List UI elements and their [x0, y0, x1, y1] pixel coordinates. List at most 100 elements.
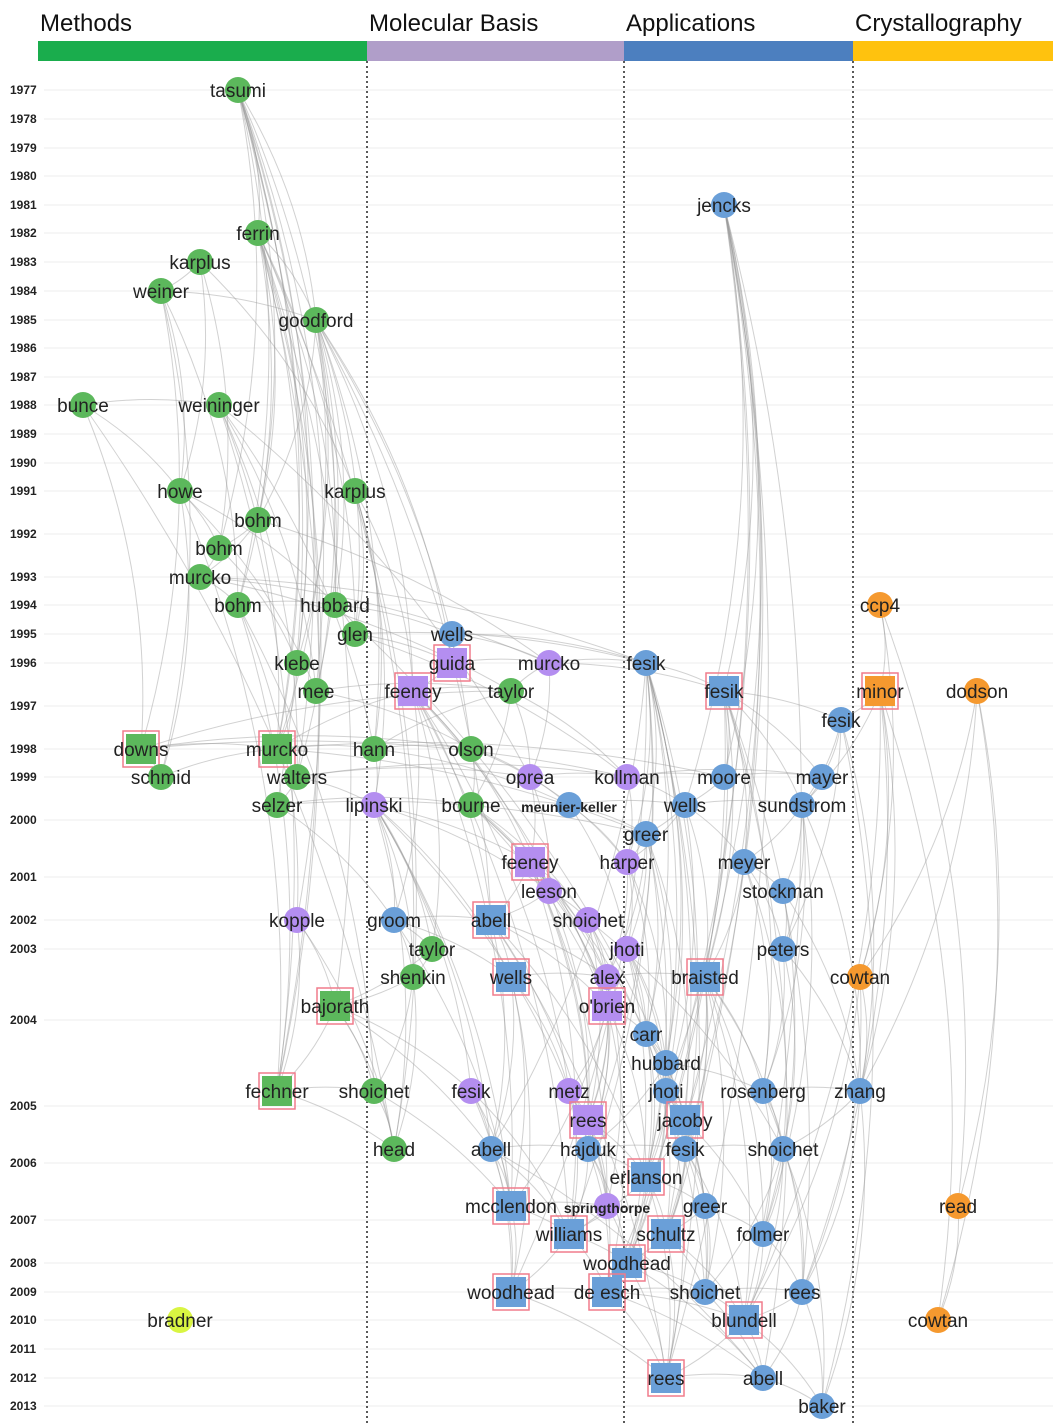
node-circle-meunier[interactable]: [556, 792, 582, 818]
node-circle-weiner[interactable]: [148, 278, 174, 304]
node-square-feeney97[interactable]: [398, 676, 428, 706]
node-circle-klebe[interactable]: [284, 650, 310, 676]
node-square-schultz[interactable]: [651, 1219, 681, 1249]
node-circle-oprea[interactable]: [517, 764, 543, 790]
node-circle-read[interactable]: [945, 1193, 971, 1219]
node-circle-kopple[interactable]: [284, 907, 310, 933]
node-circle-jencks[interactable]: [711, 192, 737, 218]
node-circle-ccp4[interactable]: [867, 592, 893, 618]
node-square-fesik97[interactable]: [709, 676, 739, 706]
node-circle-hajduk[interactable]: [575, 1136, 601, 1162]
node-circle-bourne[interactable]: [458, 792, 484, 818]
node-circle-rosenberg[interactable]: [750, 1078, 776, 1104]
node-circle-kollman[interactable]: [614, 764, 640, 790]
node-square-bajorath[interactable]: [320, 991, 350, 1021]
node-circle-stockman[interactable]: [770, 878, 796, 904]
node-square-woodhead08[interactable]: [612, 1248, 642, 1278]
node-square-erlanson[interactable]: [631, 1162, 661, 1192]
node-square-mcclendon[interactable]: [496, 1191, 526, 1221]
node-square-minor[interactable]: [865, 676, 895, 706]
node-circle-baker[interactable]: [809, 1393, 835, 1419]
node-circle-fesik97b[interactable]: [828, 707, 854, 733]
node-circle-murcko93[interactable]: [187, 564, 213, 590]
node-circle-jhoti03[interactable]: [614, 936, 640, 962]
node-circle-bradner[interactable]: [167, 1307, 193, 1333]
node-circle-folmer[interactable]: [750, 1221, 776, 1247]
node-circle-ferrin[interactable]: [245, 220, 271, 246]
node-square-obrien[interactable]: [592, 991, 622, 1021]
node-circle-hann[interactable]: [361, 736, 387, 762]
node-circle-howe[interactable]: [167, 478, 193, 504]
node-circle-tasumi[interactable]: [225, 77, 251, 103]
node-circle-metz[interactable]: [556, 1078, 582, 1104]
node-square-rees05[interactable]: [573, 1105, 603, 1135]
node-square-rees12[interactable]: [651, 1363, 681, 1393]
node-square-blundell[interactable]: [729, 1305, 759, 1335]
node-circle-greer07[interactable]: [692, 1193, 718, 1219]
node-circle-olson[interactable]: [458, 736, 484, 762]
node-circle-fesik05m[interactable]: [458, 1078, 484, 1104]
node-circle-shoichet06[interactable]: [770, 1136, 796, 1162]
node-circle-shenkin[interactable]: [400, 964, 426, 990]
node-circle-cowtan03[interactable]: [847, 964, 873, 990]
node-circle-hubbard94[interactable]: [322, 592, 348, 618]
node-circle-lipinski[interactable]: [361, 792, 387, 818]
node-circle-moore[interactable]: [711, 764, 737, 790]
node-circle-wells99[interactable]: [672, 792, 698, 818]
node-circle-hubbard04[interactable]: [653, 1050, 679, 1076]
node-square-jacoby[interactable]: [670, 1105, 700, 1135]
node-square-guida[interactable]: [437, 648, 467, 678]
node-square-deesch[interactable]: [592, 1277, 622, 1307]
node-circle-groom[interactable]: [381, 907, 407, 933]
node-circle-cowtan10[interactable]: [925, 1307, 951, 1333]
node-circle-meyer[interactable]: [731, 849, 757, 875]
node-circle-bunce[interactable]: [70, 392, 96, 418]
node-square-abell02[interactable]: [476, 905, 506, 935]
node-square-braisted[interactable]: [690, 962, 720, 992]
node-square-wells03[interactable]: [496, 962, 526, 992]
node-circle-wells95[interactable]: [439, 621, 465, 647]
node-square-woodhead09[interactable]: [496, 1277, 526, 1307]
node-circle-greer00[interactable]: [633, 821, 659, 847]
node-square-feeney01[interactable]: [515, 847, 545, 877]
node-circle-fesik96[interactable]: [633, 650, 659, 676]
node-circle-mayer[interactable]: [809, 764, 835, 790]
node-circle-karplus91[interactable]: [342, 478, 368, 504]
node-circle-walters[interactable]: [284, 764, 310, 790]
node-circle-shoichet02[interactable]: [575, 907, 601, 933]
node-circle-head[interactable]: [381, 1136, 407, 1162]
node-circle-bohm92a[interactable]: [245, 507, 271, 533]
node-circle-leeson[interactable]: [536, 878, 562, 904]
node-circle-glen[interactable]: [342, 621, 368, 647]
node-circle-zhang[interactable]: [847, 1078, 873, 1104]
node-square-murcko98[interactable]: [262, 734, 292, 764]
node-circle-jhoti05[interactable]: [653, 1078, 679, 1104]
node-square-williams[interactable]: [554, 1219, 584, 1249]
node-circle-shoichet09[interactable]: [692, 1279, 718, 1305]
node-circle-abell06[interactable]: [478, 1136, 504, 1162]
node-circle-murcko96[interactable]: [536, 650, 562, 676]
node-circle-goodford[interactable]: [303, 307, 329, 333]
node-circle-bohm92b[interactable]: [206, 535, 232, 561]
node-circle-karplus83[interactable]: [187, 249, 213, 275]
node-circle-abell12[interactable]: [750, 1365, 776, 1391]
node-circle-fesik06[interactable]: [672, 1136, 698, 1162]
node-circle-springthorpe[interactable]: [594, 1193, 620, 1219]
node-circle-alex[interactable]: [594, 964, 620, 990]
node-circle-harper[interactable]: [614, 849, 640, 875]
node-circle-mee[interactable]: [303, 678, 329, 704]
node-circle-weininger[interactable]: [206, 392, 232, 418]
node-square-downs[interactable]: [126, 734, 156, 764]
node-circle-taylor97[interactable]: [498, 678, 524, 704]
node-square-fechner[interactable]: [262, 1076, 292, 1106]
node-circle-schmid[interactable]: [148, 764, 174, 790]
node-circle-peters[interactable]: [770, 936, 796, 962]
node-circle-selzer[interactable]: [264, 792, 290, 818]
node-circle-taylor03[interactable]: [419, 936, 445, 962]
node-circle-shoichet05m[interactable]: [361, 1078, 387, 1104]
node-circle-bohm94[interactable]: [225, 592, 251, 618]
node-circle-dodson[interactable]: [964, 678, 990, 704]
node-circle-sundstrom[interactable]: [789, 792, 815, 818]
node-circle-carr[interactable]: [633, 1021, 659, 1047]
node-circle-rees09[interactable]: [789, 1279, 815, 1305]
